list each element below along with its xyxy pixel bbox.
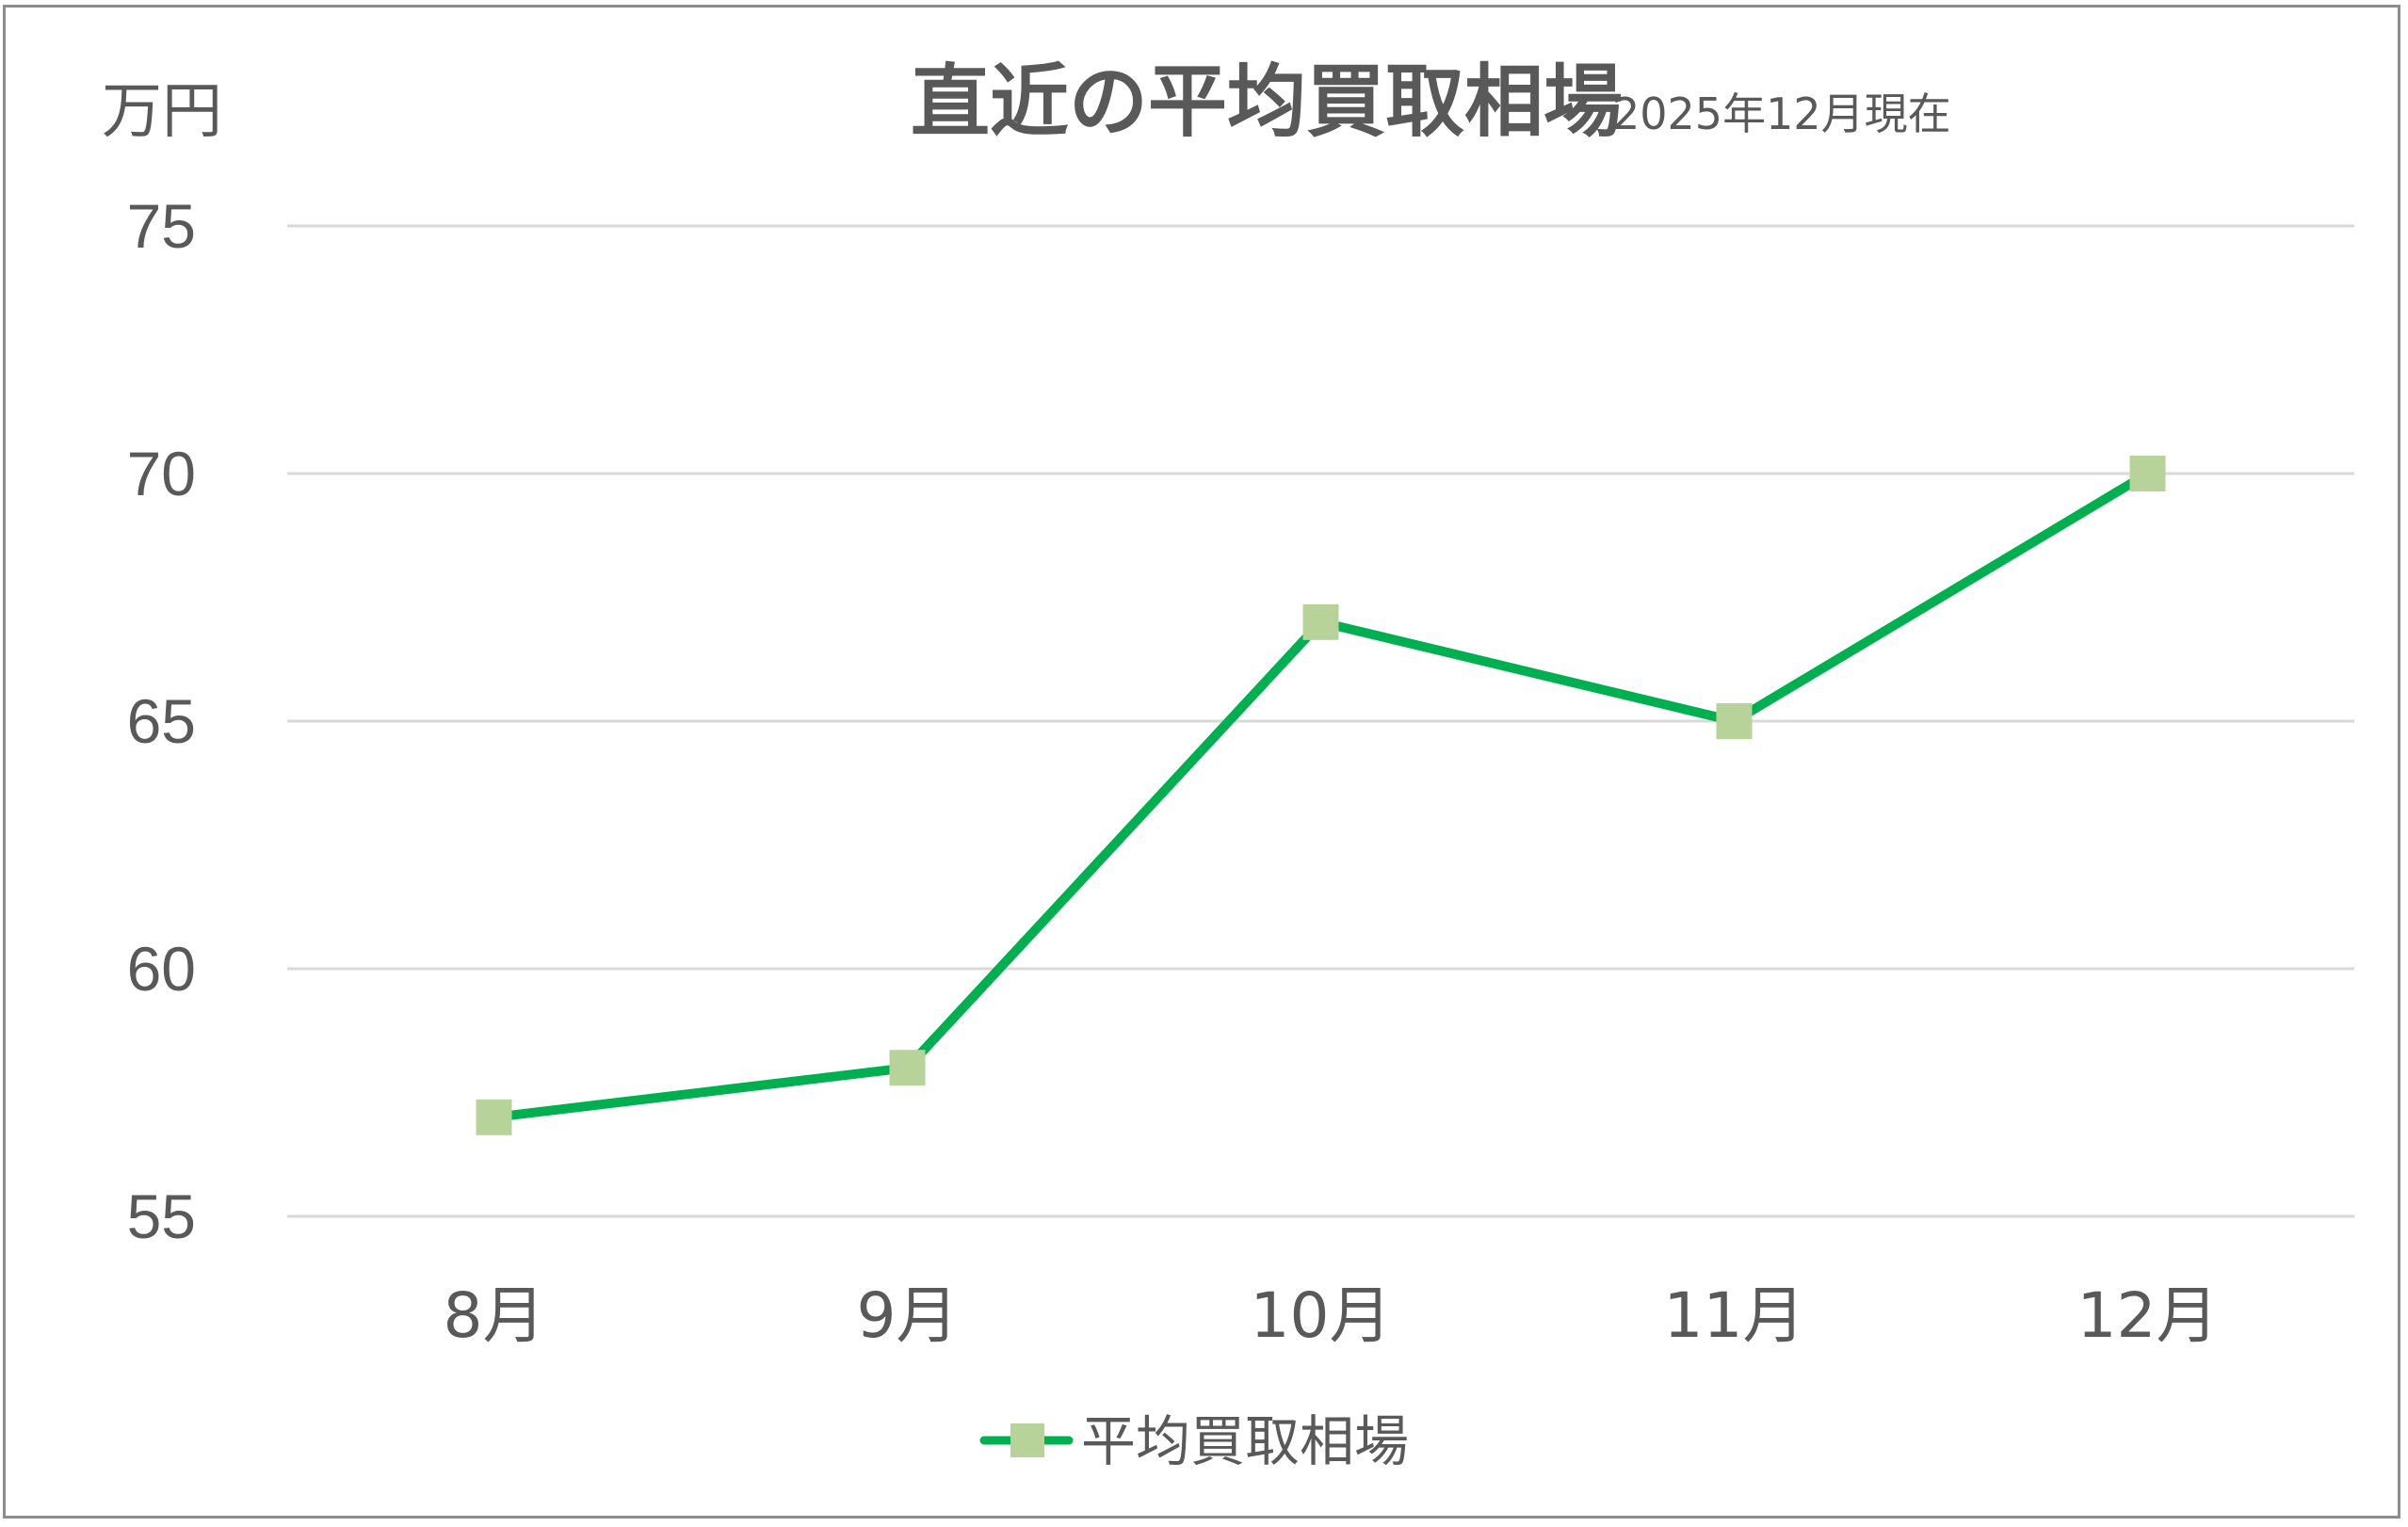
x-tick-label: 10月 bbox=[1251, 1279, 1392, 1352]
y-tick-label: 70 bbox=[127, 439, 196, 508]
data-point-marker[interactable] bbox=[889, 1050, 926, 1086]
y-axis-unit: 万円 bbox=[102, 77, 222, 147]
y-tick-label: 55 bbox=[127, 1181, 196, 1251]
legend-label: 平均買取相場 bbox=[1081, 1409, 1409, 1473]
series-layer bbox=[476, 456, 2166, 1135]
chart-subtitle: 2025年12月現在 bbox=[1612, 88, 1951, 139]
x-tick-label: 9月 bbox=[857, 1279, 959, 1352]
legend-marker-swatch bbox=[1010, 1423, 1044, 1457]
data-point-marker[interactable] bbox=[476, 1099, 512, 1135]
y-tick-label: 65 bbox=[127, 686, 196, 756]
y-tick-label: 75 bbox=[127, 191, 196, 261]
y-axis-ticks: 55 60 65 70 75 bbox=[127, 191, 196, 1251]
data-point-marker[interactable] bbox=[1716, 703, 1753, 739]
y-tick-label: 60 bbox=[127, 934, 196, 1004]
x-tick-label: 8月 bbox=[444, 1279, 545, 1352]
chart-title: 直近の平均買取相場 bbox=[911, 56, 1623, 148]
series-line bbox=[489, 469, 2153, 1122]
data-point-marker[interactable] bbox=[2129, 456, 2166, 491]
x-axis-ticks: 8月 9月 10月 11月 12月 bbox=[444, 1279, 2219, 1352]
legend[interactable]: 平均買取相場 bbox=[979, 1409, 1409, 1473]
data-point-marker[interactable] bbox=[1302, 603, 1339, 640]
x-tick-label: 11月 bbox=[1664, 1279, 1805, 1352]
gridlines bbox=[287, 224, 2354, 1218]
chart-frame bbox=[3, 5, 2400, 1519]
x-tick-label: 12月 bbox=[2077, 1279, 2219, 1352]
